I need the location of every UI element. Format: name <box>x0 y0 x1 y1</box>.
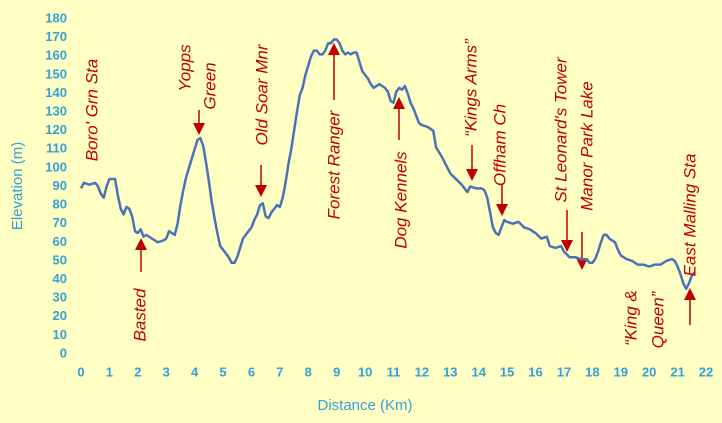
annotation: Offham Ch <box>490 104 509 186</box>
y-tick-label: 140 <box>45 85 67 100</box>
x-tick-label: 11 <box>387 364 401 379</box>
x-tick-label: 5 <box>219 364 226 379</box>
y-tick-label: 150 <box>45 66 67 81</box>
x-tick-label: 12 <box>415 364 429 379</box>
elevation-line <box>79 38 696 291</box>
y-tick-label: 130 <box>45 103 67 118</box>
x-tick-label: 22 <box>699 364 713 379</box>
y-tick-label: 80 <box>53 197 67 212</box>
annotation: Old Soar Mnr <box>252 43 271 145</box>
x-tick-label: 6 <box>248 364 255 379</box>
annotation: Boro' Grn Sta <box>82 59 101 161</box>
y-tick-label: 30 <box>53 290 67 305</box>
x-tick-label: 16 <box>528 364 542 379</box>
x-tick-label: 8 <box>305 364 312 379</box>
x-tick-label: 4 <box>191 364 199 379</box>
x-tick-label: 13 <box>443 364 457 379</box>
y-tick-label: 110 <box>46 141 67 156</box>
annotation: St Leonard's Tower <box>551 56 570 203</box>
x-tick-label: 18 <box>585 364 599 379</box>
y-tick-label: 50 <box>53 252 67 267</box>
y-tick-label: 40 <box>53 271 67 286</box>
annotation: Green <box>200 62 219 109</box>
y-axis-title: Elevation (m) <box>9 142 26 230</box>
annotation: “King & <box>621 290 640 346</box>
x-tick-label: 15 <box>500 364 514 379</box>
x-tick-label: 21 <box>670 364 684 379</box>
x-tick-label: 7 <box>276 364 283 379</box>
x-tick-label: 2 <box>134 364 141 379</box>
x-tick-label: 20 <box>642 364 656 379</box>
x-tick-label: 17 <box>557 364 571 379</box>
y-tick-label: 20 <box>53 308 67 323</box>
x-tick-label: 10 <box>358 364 372 379</box>
y-tick-label: 120 <box>45 122 67 137</box>
annotation: Queen” <box>648 290 667 348</box>
x-tick-label: 0 <box>77 364 84 379</box>
y-tick-label: 60 <box>53 234 67 249</box>
annotation: “Kings Arms” <box>461 38 480 137</box>
x-tick-label: 3 <box>163 364 170 379</box>
y-tick-label: 100 <box>45 159 67 174</box>
y-tick-label: 0 <box>60 345 67 360</box>
x-tick-label: 19 <box>614 364 628 379</box>
arrows <box>135 43 696 325</box>
y-tick-label: 90 <box>53 178 67 193</box>
annotation: Manor Park Lake <box>577 81 596 210</box>
y-tick-label: 10 <box>53 327 67 342</box>
annotation: Yopps <box>175 44 194 92</box>
annotation: Dog Kennels <box>391 151 410 249</box>
y-tick-label: 70 <box>53 215 67 230</box>
y-tick-label: 170 <box>45 29 67 44</box>
annotation: Basted <box>130 288 149 341</box>
annotation: East Malling Sta <box>680 154 699 277</box>
x-tick-label: 1 <box>106 364 113 379</box>
x-tick-label: 14 <box>471 364 486 379</box>
x-axis-title: Distance (Km) <box>317 397 412 414</box>
x-tick-label: 9 <box>333 364 340 379</box>
annotation: Forest Ranger <box>324 109 343 219</box>
y-tick-label: 160 <box>45 48 67 63</box>
y-tick-label: 180 <box>45 10 67 25</box>
